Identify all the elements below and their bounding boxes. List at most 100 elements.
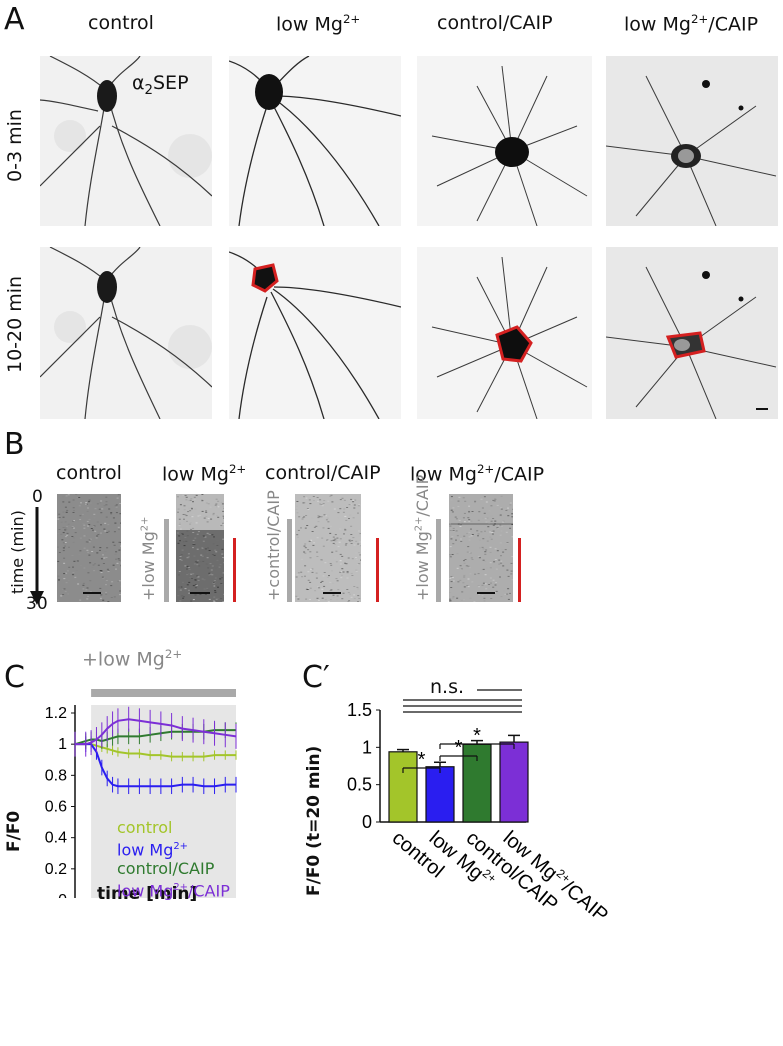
micrograph-controlcaip-late	[417, 247, 592, 419]
chart-c-ytick-label: 1.2	[45, 705, 67, 722]
red-bar-controlcaip	[376, 538, 379, 602]
chart-cp-ytick-label: 0.5	[347, 775, 372, 795]
micrograph-lowmg-early	[229, 56, 401, 226]
time-arrow	[30, 507, 44, 605]
panel-a-title-text-1: low Mg	[276, 13, 343, 36]
chart-c-header: +low Mg2+	[82, 647, 182, 670]
micrograph-control-early: α2SEP	[40, 56, 212, 226]
chart-c-legend-item: low Mg2+/CAIP	[117, 878, 230, 901]
panel-b-title-suffix-3: /CAIP	[494, 463, 545, 486]
chart-cp-ytick-label: 1	[362, 737, 372, 757]
micrograph-controlcaip-early	[417, 56, 592, 226]
chart-c-legend-item: control/CAIP	[117, 859, 230, 878]
panel-letter-b: B	[4, 427, 25, 462]
chart-c-ytick-label: 0.4	[45, 830, 67, 847]
chart-c-header-text: +low Mg	[82, 648, 165, 671]
chart-c-ylabel: F/F0	[4, 810, 24, 852]
chart-cp-ytick-label: 0	[362, 812, 372, 832]
treatment-sup-0: 2+	[139, 516, 151, 532]
chart-c-legend-item: control	[117, 818, 230, 837]
chart-c-ytick-label: 0.2	[45, 861, 67, 878]
treatment-suffix-2: /CAIP	[413, 474, 432, 517]
chart-c-ytick-label: 1	[58, 736, 67, 753]
legend-text: control	[117, 818, 173, 837]
red-bar-lowmg	[233, 538, 236, 602]
micrograph-lowmg-late	[229, 247, 401, 419]
chart-cp-ylabel: F/F0 (t=20 min)	[304, 745, 324, 896]
chart-cp-ytick-label: 1.5	[347, 700, 372, 720]
line-chart-c: 00.20.40.60.811.20102030	[45, 689, 237, 898]
legend-suffix: /CAIP	[187, 881, 230, 901]
category-suffix: /CAIP	[558, 877, 612, 927]
panel-a-title-suffix-3: /CAIP	[708, 13, 759, 36]
panel-a-title-text-3: low Mg	[624, 13, 691, 36]
time-axis-label: time (min)	[8, 510, 27, 594]
treatment-sup-2: 2+	[413, 516, 425, 532]
time-zero-label: 0	[32, 487, 43, 507]
legend-text: low Mg	[117, 881, 174, 901]
kymograph-controlcaip	[295, 494, 361, 602]
chart-c-legend: control low Mg2+ control/CAIP low Mg2+/CAIP	[117, 818, 230, 901]
panel-letter-c: C	[4, 660, 25, 695]
chart-c-series-line	[75, 718, 237, 746]
micrograph-control-late	[40, 247, 212, 419]
legend-text: low Mg	[117, 840, 174, 860]
chart-c-ytick-label: 0.8	[45, 767, 67, 784]
chart-cp-sig-star: *	[418, 749, 426, 771]
chart-c-header-sup: 2+	[164, 647, 183, 661]
panel-b-title-0: control	[56, 462, 122, 484]
treatment-bar-controlcaip	[287, 519, 292, 602]
panel-a-title-text-2: control/CAIP	[437, 12, 553, 34]
panel-a-title-2: control/CAIP	[437, 12, 553, 34]
panel-a-title-1: low Mg2+	[276, 12, 360, 35]
kymograph-lowmgcaip	[449, 494, 513, 602]
treatment-label-lowmg: +low Mg2+	[139, 517, 158, 601]
legend-sup: 2+	[173, 841, 188, 852]
chart-c-ytick-label: 0	[58, 892, 67, 898]
legend-sup: 2+	[173, 882, 188, 894]
panel-a-title-text-0: control	[88, 12, 154, 34]
chart-c-xlabel: time [min]	[97, 884, 198, 904]
panel-b-title-text-0: control	[56, 462, 122, 484]
panel-b-title-sup-3: 2+	[476, 462, 495, 476]
treatment-bar-lowmgcaip	[436, 519, 441, 602]
red-bar-lowmgcaip	[518, 538, 521, 602]
panel-letter-c-prime: C′	[302, 660, 330, 695]
kymograph-control	[57, 494, 121, 602]
treatment-header-bar	[91, 689, 236, 697]
panel-a-title-sup-3: 2+	[690, 12, 709, 26]
panel-a-title-sup-1: 2+	[342, 12, 361, 26]
chart-cp-bar	[388, 751, 418, 823]
alpha-char: α	[132, 72, 145, 94]
treatment-label-controlcaip: +control/CAIP	[264, 490, 283, 601]
alpha-sub: 2	[144, 82, 153, 98]
chart-cp-bar	[425, 766, 455, 823]
panel-b-title-sup-1: 2+	[228, 462, 247, 476]
panel-b-title-3: low Mg2+/CAIP	[410, 462, 544, 485]
treatment-text-2: +low Mg	[413, 531, 432, 601]
legend-text: control/CAIP	[117, 859, 215, 879]
micrograph-lowmgcaip-early	[606, 56, 778, 226]
treatment-bar-lowmg	[164, 519, 169, 602]
panel-letter-a: A	[4, 2, 25, 37]
row-label-0-3: 0-3 min	[4, 109, 26, 182]
sep-text: SEP	[153, 72, 189, 94]
panel-b-title-text-2: control/CAIP	[265, 462, 381, 484]
panel-b-title-text-3: low Mg	[410, 463, 477, 486]
panel-b-title-1: low Mg2+	[162, 462, 246, 485]
panel-b-title-text-1: low Mg	[162, 463, 229, 486]
roi-outline-lowmg	[251, 263, 279, 293]
alpha2sep-label: α2SEP	[132, 72, 189, 98]
panel-a-title-3: low Mg2+/CAIP	[624, 12, 758, 35]
chart-cp-bar	[499, 741, 529, 823]
treatment-text-0: +low Mg	[139, 531, 158, 601]
chart-cp-ns: n.s.	[430, 676, 465, 698]
treatment-text-1: +control/CAIP	[264, 490, 283, 601]
kymograph-lowmg	[176, 494, 224, 602]
row-label-10-20: 10-20 min	[4, 275, 26, 373]
chart-c-ytick-label: 0.6	[45, 799, 67, 816]
micrograph-lowmgcaip-late	[606, 247, 778, 419]
roi-outline-controlcaip	[495, 325, 533, 363]
chart-cp-sig-star: *	[473, 725, 481, 747]
